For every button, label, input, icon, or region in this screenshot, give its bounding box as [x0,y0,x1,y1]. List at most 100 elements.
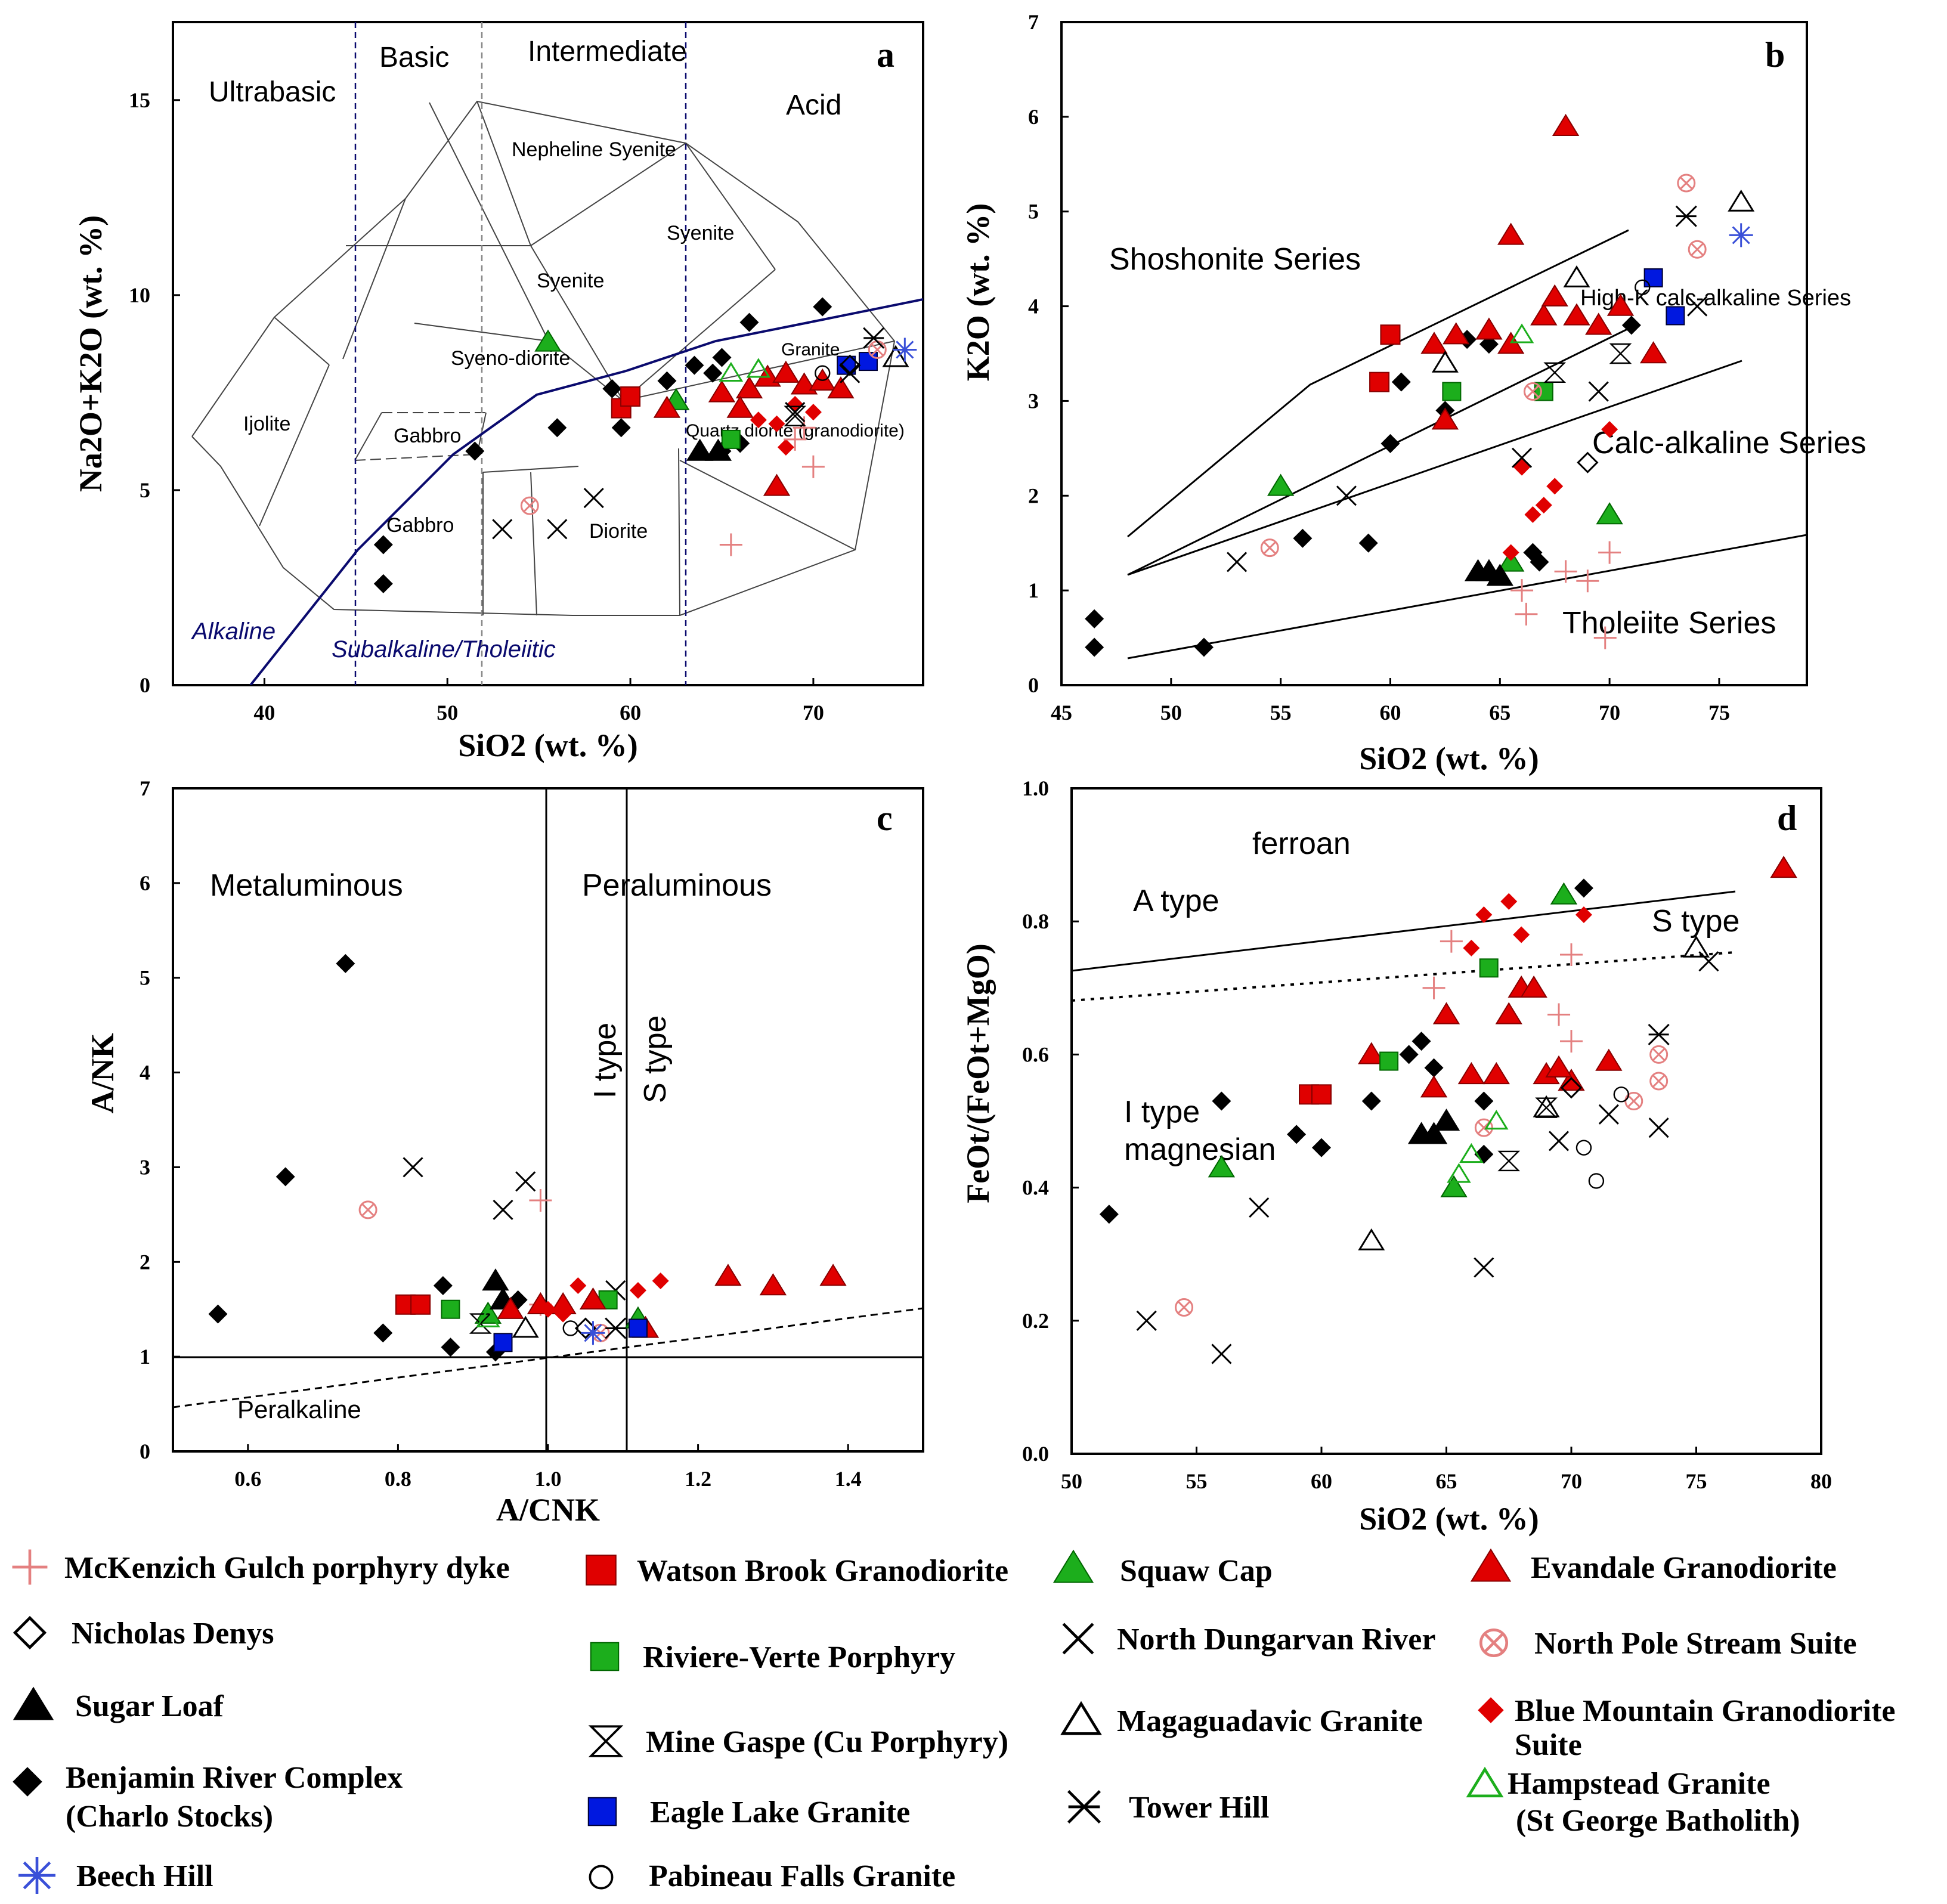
marker-squaw [1208,1155,1236,1178]
marker-ndung [1136,1310,1157,1331]
marker-watson [620,386,641,407]
marker-tower [1648,1023,1670,1045]
field-i-type-d: I type [1124,1095,1200,1129]
marker-bench [336,953,355,973]
marker-eagle [628,1318,648,1338]
panel-letter-b: b [1765,35,1785,75]
marker-ndung [492,519,513,540]
marker-hamp [1484,1110,1509,1130]
legend: McKenzich Gulch porphyry dyke Watson Bro… [12,1548,1895,1894]
panel-c-lines [173,788,923,1451]
marker-bench [703,363,723,383]
legend-item-npole: North Pole Stream Suite [1479,1627,1857,1661]
y-tick-label: 6 [140,871,150,895]
marker-mckenzie [1510,579,1534,602]
panel-c-xlabel: A/CNK [496,1492,600,1528]
marker-bench [1621,315,1641,335]
marker-evandale [1563,303,1590,326]
marker-bench [602,379,622,398]
panel-d-ylabel: FeOt/(FeOt+MgO) [960,943,996,1203]
legend-label-2: (Charlo Stocks) [66,1800,273,1834]
marker-evandale [1431,407,1459,430]
marker-watson [1369,371,1390,392]
marker-watson [586,1555,617,1586]
marker-npole [358,1200,377,1219]
panel-b: Shoshonite Series High-K calc-alkaline S… [960,10,1866,776]
marker-ndung [1336,485,1357,506]
marker-ndung [515,1171,536,1192]
marker-evandale [1358,1042,1385,1064]
legend-label: Mine Gaspe (Cu Porphyry) [646,1725,1008,1759]
marker-sugar [1432,1109,1460,1131]
marker-evandale [1770,856,1797,878]
marker-bluemtn [1475,906,1493,924]
marker-npole [1479,1628,1509,1658]
marker-mckenzie [1547,1003,1571,1026]
marker-bench [373,574,393,593]
marker-npole [1175,1298,1194,1317]
y-tick-label: 5 [1028,200,1039,224]
legend-item-eagle: Eagle Lake Granite [587,1795,910,1829]
marker-nicho [574,1317,597,1339]
field-calc-alkaline: Calc-alkaline Series [1592,426,1866,460]
x-tick-label: 65 [1489,701,1510,725]
y-tick-label: 0 [140,1439,150,1463]
legend-label: Hampstead Granite [1508,1767,1770,1801]
legend-label: Blue Mountain Granodiorite [1515,1694,1895,1728]
y-tick-label: 7 [140,776,150,800]
marker-bluemtn [1500,893,1518,910]
marker-mckenzie [1598,541,1621,564]
marker-bluemtn [555,1305,572,1323]
marker-magag [1728,189,1755,212]
marker-evandale [1541,284,1568,307]
marker-squaw [534,329,562,352]
marker-mckenzie [1515,602,1538,626]
marker-squaw [1596,502,1623,525]
panel-a-ticks: 40 50 60 70 0 5 10 15 [129,88,824,725]
field-granite: Granite [781,340,840,360]
panel-b-lines [1127,229,1807,660]
marker-mine [1543,362,1567,383]
panel-d-lines [1072,890,1736,1002]
marker-bench [1361,1091,1381,1111]
marker-magag [882,345,909,367]
marker-watson [1311,1084,1332,1105]
marker-pabin [815,365,831,381]
marker-riviere [441,1299,460,1319]
legend-label: Watson Brook Granodiorite [637,1554,1008,1588]
legend-symbol-evandale [1470,1548,1512,1582]
marker-riviere [590,1642,620,1671]
marker-squaw [1267,473,1295,496]
marker-bench [1530,552,1549,572]
field-a-type: A type [1133,884,1219,918]
marker-bench [685,355,704,375]
marker-bluemtn [1601,421,1618,438]
marker-bench [1380,434,1400,453]
marker-ndung [1598,1104,1619,1125]
marker-ndung [1211,1343,1232,1364]
marker-evandale [497,1296,524,1319]
panel-letter-a: a [877,35,894,75]
marker-evandale [819,1264,847,1286]
marker-evandale [1470,1548,1512,1582]
series-subalkaline: Subalkaline/Tholeiitic [332,636,556,662]
marker-sugar [482,1268,509,1291]
legend-label: Magaguadavic Granite [1117,1704,1423,1738]
marker-nicho [1577,451,1599,473]
marker-evandale [726,395,754,418]
marker-nicho [1560,1077,1583,1099]
marker-bench [373,1323,393,1343]
y-tick-label: 2 [140,1250,150,1274]
marker-evandale [1520,975,1547,998]
marker-eagle [587,1797,617,1826]
marker-bluemtn [768,415,785,432]
legend-item-pabin: Pabineau Falls Granite [589,1859,955,1893]
marker-pabin [1588,1173,1605,1189]
marker-bench [1194,637,1214,657]
marker-ndung [583,487,604,509]
marker-sugar [13,1686,54,1720]
marker-ndung [493,1199,513,1220]
y-tick-label: 0.6 [1022,1042,1049,1066]
y-tick-label: 5 [140,478,150,502]
